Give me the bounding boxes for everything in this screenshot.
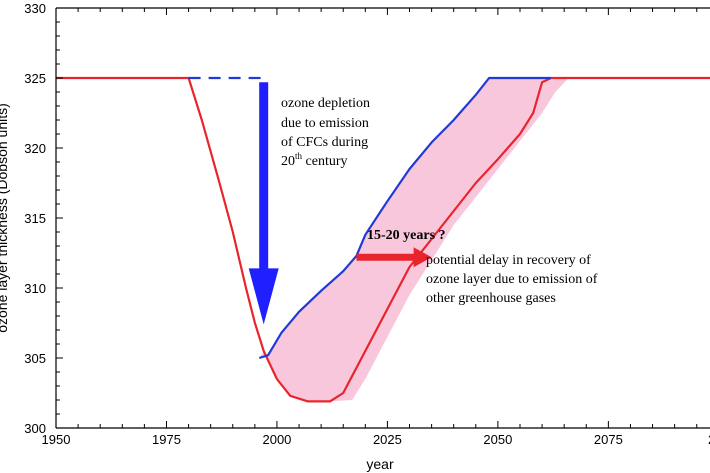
cfc-annotation-line: of CFCs during (281, 135, 368, 150)
x-axis-label: year (366, 456, 394, 472)
greenhouse-annotation-line: other greenhouse gases (426, 291, 556, 306)
cfc-annotation-superscript: th (295, 151, 303, 161)
series-line (258, 76, 551, 360)
delay-arrow (356, 247, 432, 268)
tick-label-layer: 1950 1975 2000 2025 2050 2075 210 300 305 310 315 3… (24, 1, 710, 447)
series-line (56, 76, 710, 403)
arrow-layer (248, 82, 432, 325)
cfc-annotation-line: due to emission (281, 116, 369, 131)
x-tick-label: 2025 (373, 432, 402, 447)
axes-layer (55, 7, 710, 429)
cfc-annotation-line-rest: century (302, 154, 347, 169)
x-tick-label: 2000 (262, 432, 291, 447)
greenhouse-annotation-line: ozone layer due to emission of (426, 272, 598, 287)
x-tick-label: 1975 (152, 432, 181, 447)
y-tick-label: 315 (24, 211, 46, 226)
greenhouse-annotation-line: potential delay in recovery of (426, 253, 591, 268)
cfc-annotation-line: ozone depletion (281, 96, 370, 111)
recovery-delay-band (259, 78, 569, 402)
y-tick-label: 300 (24, 421, 46, 436)
x-tick-label: 1950 (42, 432, 71, 447)
delay-years-label: 15-20 years ? (367, 228, 446, 243)
depletion-arrow (248, 82, 279, 325)
y-axis-label: ozone layer thickness (Dobson units) (0, 103, 10, 333)
y-tick-label: 330 (24, 1, 46, 16)
y-tick-label: 305 (24, 351, 46, 366)
x-tick-label: 210 (708, 432, 710, 447)
cfc-depletion-annotation: ozone depletion due to emission of CFCs … (281, 96, 374, 169)
x-tick-label: 2075 (594, 432, 623, 447)
x-tick-label: 2050 (483, 432, 512, 447)
series-line-layer (56, 76, 710, 403)
recovery-delay-band-layer (259, 78, 569, 402)
y-tick-label: 310 (24, 281, 46, 296)
y-tick-label: 320 (24, 141, 46, 156)
greenhouse-delay-annotation: potential delay in recovery of ozone lay… (426, 253, 601, 306)
cfc-annotation-line: 20 (281, 154, 295, 169)
y-tick-label: 325 (24, 71, 46, 86)
